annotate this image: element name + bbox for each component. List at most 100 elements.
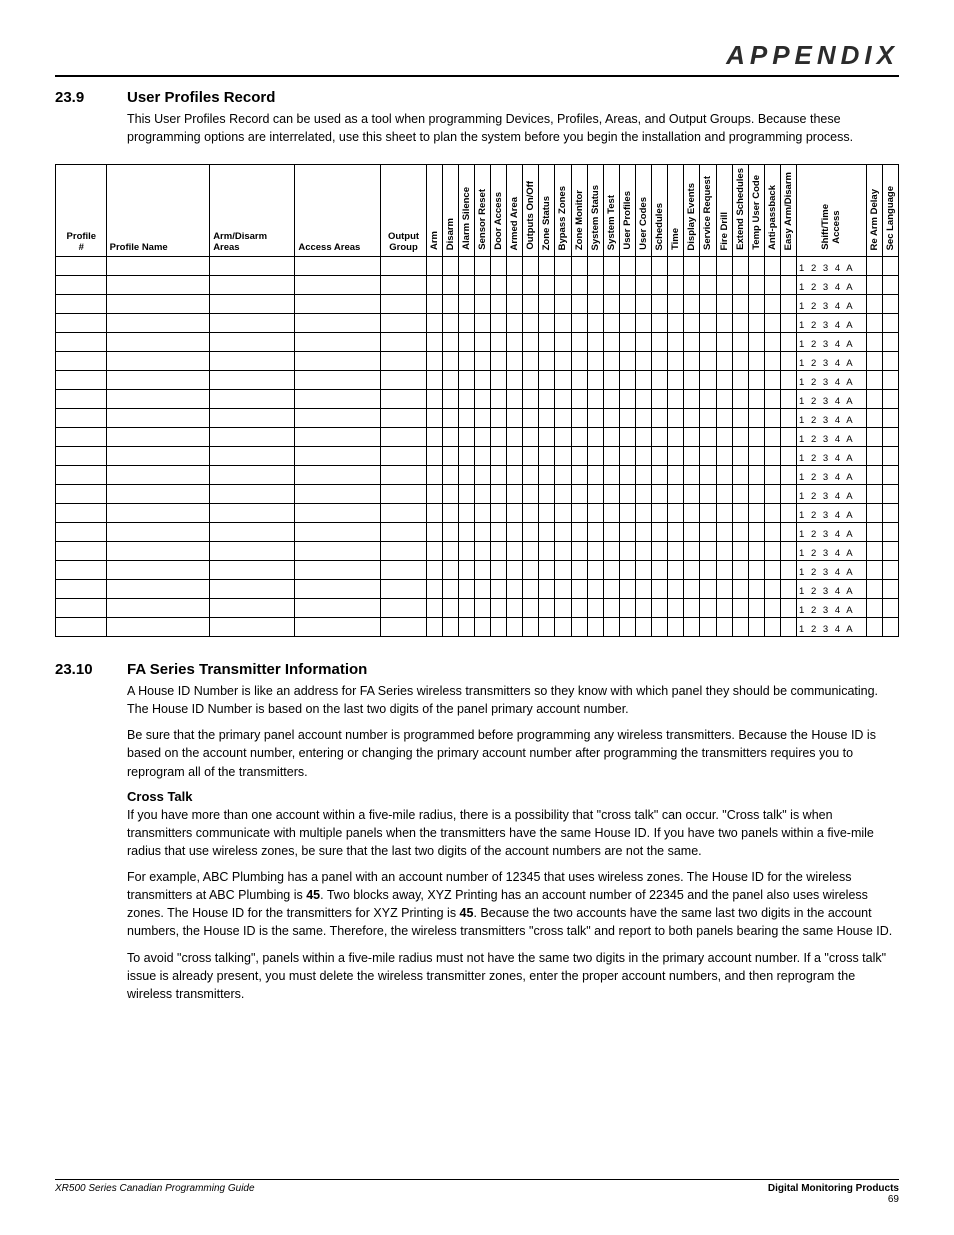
- table-cell: [474, 371, 490, 390]
- table-cell: [474, 599, 490, 618]
- table-cell: [507, 371, 523, 390]
- table-cell: [490, 333, 506, 352]
- table-cell: [780, 504, 796, 523]
- table-row: 1 2 3 4 A: [56, 580, 899, 599]
- table-cell: [619, 447, 635, 466]
- table-cell: [555, 618, 571, 637]
- table-cell: [668, 447, 684, 466]
- table-cell: [635, 542, 651, 561]
- table-cell: [295, 599, 380, 618]
- table-cell: [539, 580, 555, 599]
- table-cell: [442, 542, 458, 561]
- table-cell: [780, 409, 796, 428]
- table-row: 1 2 3 4 A: [56, 352, 899, 371]
- table-cell: [684, 523, 700, 542]
- table-cell: [458, 314, 474, 333]
- table-cell: [764, 485, 780, 504]
- table-cell: [700, 466, 716, 485]
- table-cell: [684, 561, 700, 580]
- table-cell: [507, 428, 523, 447]
- table-cell: [106, 390, 210, 409]
- table-cell: [442, 333, 458, 352]
- table-cell: [748, 390, 764, 409]
- table-cell: [716, 542, 732, 561]
- table-cell: [652, 428, 668, 447]
- table-cell: [490, 428, 506, 447]
- table-header-vertical: Alarm Silence: [458, 165, 474, 257]
- section-text: A House ID Number is like an address for…: [127, 682, 899, 718]
- table-cell: [748, 295, 764, 314]
- table-cell: [539, 371, 555, 390]
- table-cell: [539, 428, 555, 447]
- table-cell: [603, 257, 619, 276]
- table-cell: [442, 257, 458, 276]
- table-cell: [668, 371, 684, 390]
- table-cell: [490, 618, 506, 637]
- table-header-vertical: Disarm: [442, 165, 458, 257]
- table-cell: [700, 409, 716, 428]
- table-cell: [764, 257, 780, 276]
- table-cell: [426, 504, 442, 523]
- section-23-10: 23.10 FA Series Transmitter Information …: [55, 661, 899, 1011]
- table-cell: [635, 295, 651, 314]
- table-row: 1 2 3 4 A: [56, 523, 899, 542]
- table-cell: [474, 447, 490, 466]
- table-cell: [490, 352, 506, 371]
- table-cell: [56, 371, 107, 390]
- table-cell: [652, 523, 668, 542]
- table-cell: [210, 466, 295, 485]
- table-cell: [56, 276, 107, 295]
- table-cell: [619, 409, 635, 428]
- table-cell: [587, 447, 603, 466]
- table-cell: [571, 295, 587, 314]
- table-cell: [866, 580, 882, 599]
- table-cell: [635, 314, 651, 333]
- section-body: User Profiles Record This User Profiles …: [127, 89, 899, 154]
- table-cell: [442, 314, 458, 333]
- table-cell: [668, 428, 684, 447]
- table-cell: [523, 447, 539, 466]
- table-cell: [56, 599, 107, 618]
- table-cell: [619, 390, 635, 409]
- table-cell: [490, 561, 506, 580]
- table-cell: [380, 428, 426, 447]
- table-cell: [748, 276, 764, 295]
- table-cell: [882, 276, 898, 295]
- table-cell: [106, 580, 210, 599]
- table-cell: [700, 295, 716, 314]
- table-cell: [748, 447, 764, 466]
- table-cell: [539, 561, 555, 580]
- table-cell: [603, 580, 619, 599]
- table-row: 1 2 3 4 A: [56, 295, 899, 314]
- table-cell: [748, 618, 764, 637]
- table-cell: [716, 618, 732, 637]
- table-cell: [523, 371, 539, 390]
- table-cell: [619, 276, 635, 295]
- table-cell: [635, 523, 651, 542]
- table-cell: [56, 542, 107, 561]
- table-cell: [426, 523, 442, 542]
- table-cell: [106, 504, 210, 523]
- table-cell: [458, 542, 474, 561]
- table-cell: [474, 580, 490, 599]
- table-cell: [523, 580, 539, 599]
- table-cell: [426, 618, 442, 637]
- table-cell: [716, 485, 732, 504]
- table-header: Access Areas: [295, 165, 380, 257]
- table-cell: [523, 618, 539, 637]
- table-cell: [380, 295, 426, 314]
- table-cell: [555, 485, 571, 504]
- table-cell: [668, 561, 684, 580]
- footer-company: Digital Monitoring Products: [768, 1183, 899, 1194]
- table-cell: [507, 561, 523, 580]
- table-cell: 1 2 3 4 A: [797, 542, 867, 561]
- table-cell: [474, 466, 490, 485]
- table-cell: [380, 447, 426, 466]
- table-cell: [380, 352, 426, 371]
- table-cell: [295, 409, 380, 428]
- table-cell: [619, 371, 635, 390]
- table-cell: [442, 276, 458, 295]
- table-cell: [587, 485, 603, 504]
- table-row: 1 2 3 4 A: [56, 333, 899, 352]
- table-cell: [426, 485, 442, 504]
